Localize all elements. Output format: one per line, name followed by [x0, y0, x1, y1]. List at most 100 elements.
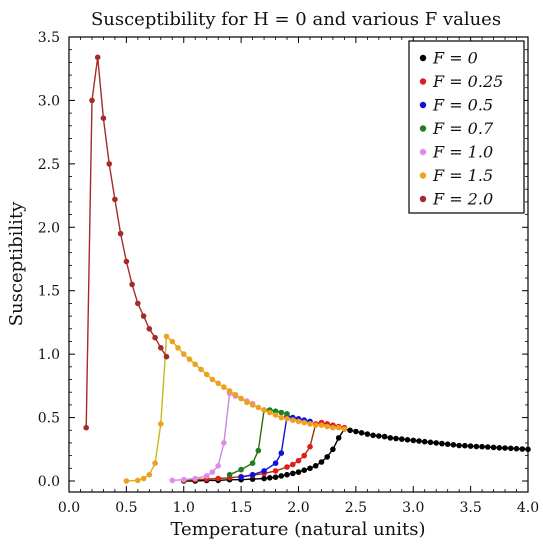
- legend-label: F = 0: [432, 49, 478, 68]
- y-axis-title: Susceptibility: [6, 201, 27, 326]
- data-point: [312, 422, 319, 429]
- data-point: [272, 412, 279, 418]
- data-point: [307, 465, 313, 472]
- data-point: [278, 414, 285, 421]
- data-point: [272, 460, 279, 467]
- data-point: [83, 424, 89, 431]
- data-point: [479, 443, 485, 450]
- legend-label: F = 0.25: [432, 72, 503, 91]
- data-point: [444, 441, 451, 448]
- legend-marker: [419, 195, 427, 203]
- data-point: [290, 461, 296, 468]
- data-point: [307, 443, 313, 450]
- y-tick-label: 2.0: [38, 220, 60, 236]
- data-point: [152, 334, 158, 341]
- data-point: [295, 457, 302, 464]
- x-axis: 0.0 0.5 1.0 1.5 2.0 2.5 3.0 3.5 4.0: [58, 37, 539, 516]
- data-point: [100, 115, 107, 121]
- data-point: [267, 475, 273, 481]
- data-point: [519, 446, 526, 452]
- data-point: [502, 445, 508, 451]
- data-point: [330, 424, 336, 431]
- data-point: [301, 467, 308, 474]
- data-point: [226, 388, 233, 394]
- data-point: [215, 463, 221, 469]
- data-point: [158, 345, 164, 351]
- data-point: [508, 445, 514, 452]
- data-point: [158, 421, 164, 427]
- legend-marker: [419, 54, 427, 62]
- series-0: [181, 426, 531, 484]
- data-point: [399, 436, 405, 442]
- x-tick-label: 2.5: [345, 500, 367, 516]
- data-point: [232, 391, 239, 398]
- y-tick-label: 3.0: [38, 93, 60, 109]
- data-point: [284, 411, 290, 417]
- data-point: [255, 447, 262, 454]
- data-point: [203, 371, 210, 378]
- data-point: [301, 452, 308, 459]
- series-line-2: [240, 415, 311, 478]
- data-point: [198, 366, 204, 373]
- series-line-5: [126, 334, 345, 482]
- data-point: [450, 442, 457, 448]
- data-point: [209, 469, 216, 475]
- data-point: [261, 468, 267, 474]
- series-line-3: [229, 409, 288, 476]
- data-point: [272, 474, 279, 481]
- data-point: [324, 423, 331, 430]
- data-point: [238, 474, 244, 481]
- legend-label: F = 0.7: [432, 119, 494, 138]
- legend-marker: [419, 172, 427, 179]
- data-point: [485, 444, 491, 450]
- data-point: [290, 417, 296, 423]
- data-point: [439, 440, 445, 447]
- series-line-0: [183, 428, 529, 482]
- data-point: [284, 464, 290, 470]
- data-point: [192, 361, 198, 368]
- data-point: [335, 424, 342, 431]
- data-point: [467, 443, 474, 449]
- series-6: [83, 54, 170, 431]
- legend-label: F = 1.0: [432, 143, 493, 162]
- data-point: [295, 418, 302, 425]
- plot-area: [83, 54, 531, 484]
- data-point: [146, 471, 153, 478]
- data-point: [226, 471, 233, 478]
- data-point: [221, 440, 227, 446]
- y-tick-label: 0.0: [38, 474, 60, 490]
- data-point: [496, 445, 503, 451]
- data-point: [89, 97, 95, 104]
- data-point: [238, 466, 244, 473]
- data-point: [249, 471, 256, 478]
- y-tick-label: 2.5: [38, 157, 60, 173]
- data-point: [117, 230, 124, 237]
- data-point: [112, 196, 118, 203]
- data-point: [341, 426, 348, 432]
- data-point: [381, 433, 388, 440]
- data-point: [169, 338, 176, 345]
- data-point: [94, 54, 101, 61]
- data-point: [473, 443, 480, 450]
- data-point: [456, 442, 462, 449]
- data-point: [249, 402, 256, 408]
- data-point: [462, 442, 468, 449]
- data-point: [290, 470, 296, 477]
- data-point: [152, 460, 158, 467]
- data-point: [129, 281, 135, 288]
- y-tick-label: 1.0: [38, 347, 60, 363]
- x-tick-label: 4.0: [517, 500, 539, 516]
- x-tick-label: 1.0: [173, 500, 195, 516]
- data-point: [181, 476, 187, 483]
- data-point: [347, 427, 353, 434]
- legend: F = 0 F = 0.25 F = 0.5 F = 0.7 F = 1.0 F = 1.…: [408, 40, 525, 214]
- data-point: [330, 446, 336, 453]
- data-point: [140, 313, 147, 319]
- data-point: [410, 437, 417, 444]
- data-point: [370, 432, 376, 439]
- x-tick-label: 3.5: [459, 500, 481, 516]
- data-point: [267, 409, 273, 416]
- y-axis: 0.0 0.5 1.0 1.5 2.0 2.5 3.0 3.5: [38, 30, 528, 490]
- data-point: [203, 473, 210, 479]
- legend-marker: [419, 101, 427, 109]
